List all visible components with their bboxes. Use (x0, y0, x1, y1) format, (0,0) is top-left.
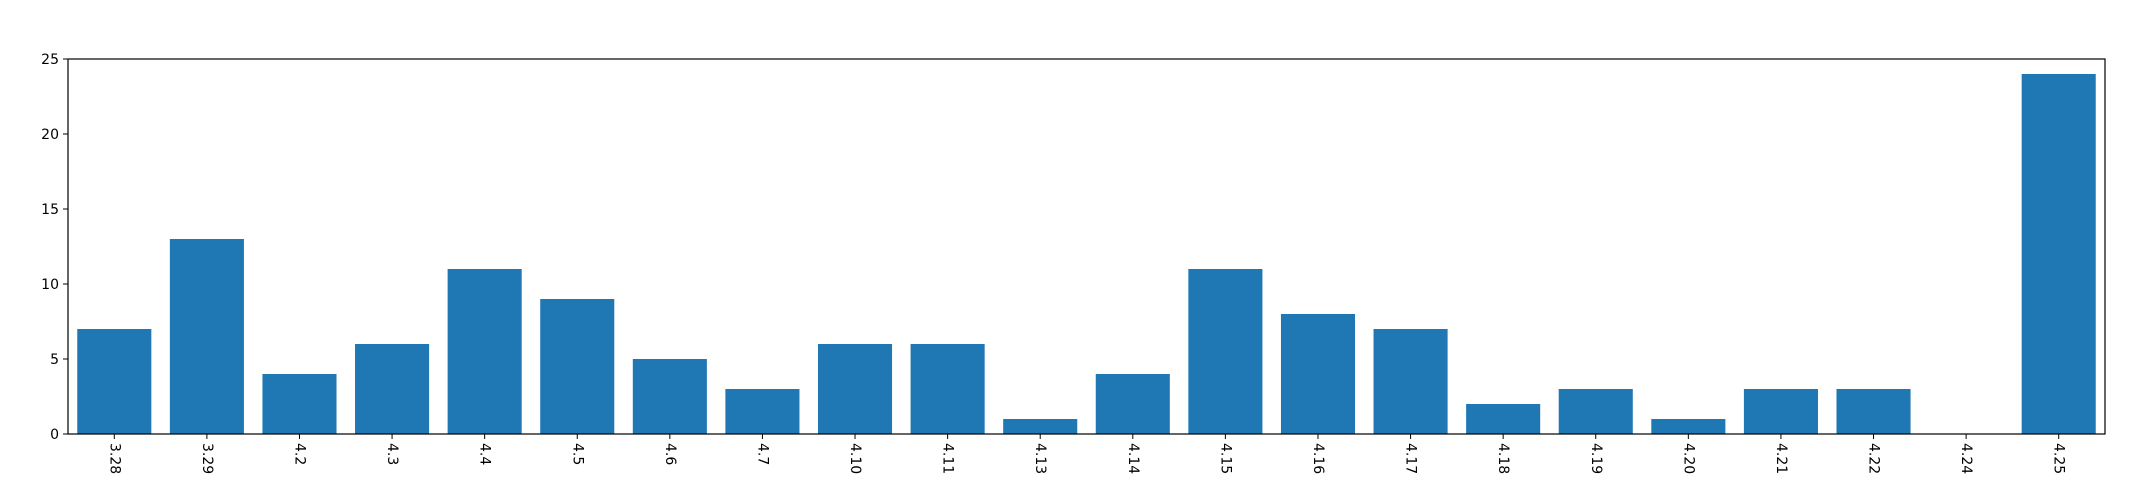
x-tick-label: 4.11 (940, 443, 956, 474)
bar-4.16 (1280, 314, 1356, 434)
bar-4.6 (632, 359, 707, 434)
x-tick-label: 4.24 (1958, 443, 1974, 474)
bar-4.22 (1836, 389, 1911, 434)
x-tick-label: 4.22 (1866, 443, 1882, 474)
bar-4.15 (1188, 269, 1263, 434)
x-tick-label: 4.16 (1310, 443, 1326, 474)
bar-3.28 (77, 329, 152, 434)
y-tick-label: 5 (50, 352, 59, 368)
y-tick-label: 20 (41, 127, 59, 143)
bar-4.19 (1558, 389, 1633, 434)
x-tick-label: 4.7 (754, 443, 770, 465)
bar-4.21 (1743, 389, 1818, 434)
y-tick-label: 10 (41, 277, 59, 293)
bars-group (77, 74, 2096, 434)
x-tick-label: 4.10 (847, 443, 863, 474)
plot-frame (67, 58, 2106, 435)
y-tick-label: 0 (50, 427, 59, 443)
x-tick-label: 4.21 (1773, 443, 1789, 474)
x-tick-label: 4.15 (1217, 443, 1233, 474)
x-tick-label: 4.2 (291, 443, 307, 465)
bar-4.14 (1095, 374, 1170, 434)
bar-4.13 (1003, 419, 1078, 434)
bar-4.11 (910, 344, 985, 434)
x-tick-label: 4.13 (1032, 443, 1048, 474)
y-axis: 0 5 10 15 20 25 (41, 52, 68, 443)
x-tick-label: 4.14 (1125, 443, 1141, 474)
y-tick-label: 15 (41, 202, 59, 218)
x-tick-label: 4.20 (1680, 443, 1696, 474)
x-tick-label: 4.25 (2051, 443, 2067, 474)
x-tick-label: 4.5 (569, 443, 585, 465)
x-tick-label: 4.3 (384, 443, 400, 465)
bar-4.3 (355, 344, 430, 434)
bar-4.2 (262, 374, 337, 434)
bar-4.18 (1466, 404, 1541, 434)
bar-4.7 (725, 389, 800, 434)
x-tick-label: 4.17 (1403, 443, 1419, 474)
x-tick-label: 3.29 (199, 443, 215, 474)
bar-4.25 (2021, 74, 2096, 434)
x-tick-label: 4.4 (477, 443, 493, 465)
bar-4.17 (1373, 329, 1448, 434)
bar-4.20 (1651, 419, 1726, 434)
y-tick-label: 25 (41, 52, 59, 68)
x-tick-label: 4.6 (662, 443, 678, 465)
x-tick-label: 3.28 (106, 443, 122, 474)
x-tick-label: 4.19 (1588, 443, 1604, 474)
bar-4.10 (817, 344, 893, 434)
bar-3.29 (169, 239, 244, 434)
bar-4.5 (540, 299, 615, 434)
x-tick-label: 4.18 (1495, 443, 1511, 474)
bar-4.4 (447, 269, 522, 434)
x-axis: 3.28 3.29 4.2 4.3 4.4 4.5 4.6 4.7 4.10 4.11 4.13 4.… (106, 434, 2067, 474)
